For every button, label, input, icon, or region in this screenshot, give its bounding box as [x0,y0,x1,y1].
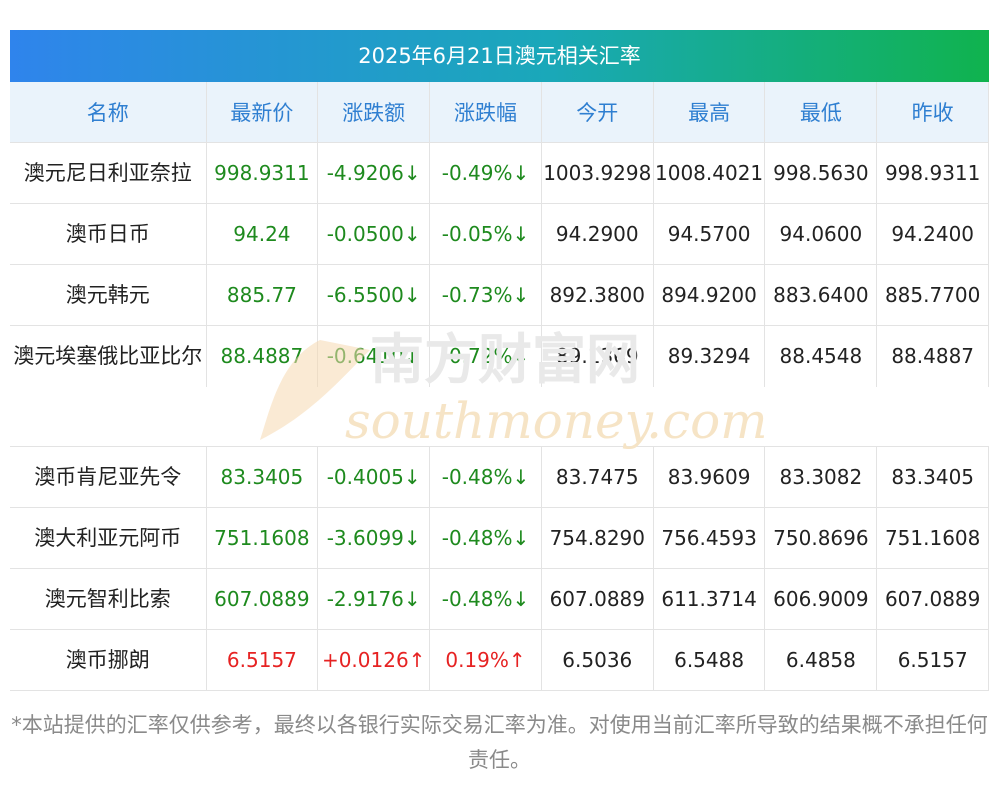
col-header-latest: 最新价 [206,82,319,143]
currency-pair-name: 澳币日币 [10,203,207,265]
latest-price: 83.3405 [206,446,319,508]
price-change-pct: -0.48%↓ [429,568,542,630]
high-price: 94.5700 [653,203,766,265]
table-row: 澳元韩元 885.77 -6.5500↓ -0.73%↓ 892.3800 89… [10,264,990,326]
table-row: 澳大利亚元阿币 751.1608 -3.6099↓ -0.48%↓ 754.82… [10,507,990,569]
price-change-pct: 0.19%↑ [429,629,542,691]
rate-table-panel: 2025年6月21日澳元相关汇率 名称 最新价 涨跌额 涨跌幅 今开 最高 最低… [10,30,990,691]
blank-cell-area [206,387,989,446]
high-price: 1008.4021 [653,142,766,204]
currency-pair-name: 澳元尼日利亚奈拉 [10,142,207,204]
table-row: 澳元智利比索 607.0889 -2.9176↓ -0.48%↓ 607.088… [10,568,990,630]
prev-close: 885.7700 [876,264,990,326]
col-header-high: 最高 [653,82,766,143]
table-row: 澳币肯尼亚先令 83.3405 -0.4005↓ -0.48%↓ 83.7475… [10,446,990,508]
disclaimer-text: *本站提供的汇率仅供参考，最终以各银行实际交易汇率为准。对使用当前汇率所导致的结… [11,713,988,772]
table-header-row: 名称 最新价 涨跌额 涨跌幅 今开 最高 最低 昨收 [10,82,990,143]
col-header-low: 最低 [764,82,878,143]
prev-close: 607.0889 [876,568,990,630]
open-price: 607.0889 [541,568,654,630]
col-header-change-pct: 涨跌幅 [429,82,542,143]
open-price: 6.5036 [541,629,654,691]
high-price: 894.9200 [653,264,766,326]
price-change: +0.0126↑ [317,629,431,691]
high-price: 756.4593 [653,507,766,569]
col-header-name: 名称 [10,82,207,143]
prev-close: 751.1608 [876,507,990,569]
low-price: 750.8696 [764,507,878,569]
latest-price: 607.0889 [206,568,319,630]
currency-pair-name: 澳元智利比索 [10,568,207,630]
low-price: 6.4858 [764,629,878,691]
currency-pair-name: 澳币肯尼亚先令 [10,446,207,508]
price-change-pct: -0.05%↓ [429,203,542,265]
low-price: 83.3082 [764,446,878,508]
currency-pair-name: 澳大利亚元阿币 [10,507,207,569]
low-price: 94.0600 [764,203,878,265]
prev-close: 94.2400 [876,203,990,265]
currency-pair-name: 澳元韩元 [10,264,207,326]
latest-price: 998.9311 [206,142,319,204]
price-change: -0.4005↓ [317,446,431,508]
low-price: 606.9009 [764,568,878,630]
col-header-prev-close: 昨收 [876,82,990,143]
latest-price: 6.5157 [206,629,319,691]
price-change: -2.9176↓ [317,568,431,630]
price-change: -4.9206↓ [317,142,431,204]
latest-price: 885.77 [206,264,319,326]
price-change: -6.5500↓ [317,264,431,326]
price-change-pct: -0.73%↓ [429,264,542,326]
prev-close: 6.5157 [876,629,990,691]
table-row: 澳币日币 94.24 -0.0500↓ -0.05%↓ 94.2900 94.5… [10,203,990,265]
open-price: 83.7475 [541,446,654,508]
high-price: 6.5488 [653,629,766,691]
open-price: 1003.9298 [541,142,654,204]
low-price: 998.5630 [764,142,878,204]
table-row: 澳元尼日利亚奈拉 998.9311 -4.9206↓ -0.49%↓ 1003.… [10,142,990,204]
low-price: 883.6400 [764,264,878,326]
price-change-pct: -0.48%↓ [429,507,542,569]
open-price: 892.3800 [541,264,654,326]
prev-close: 83.3405 [876,446,990,508]
high-price: 611.3714 [653,568,766,630]
high-price: 83.9609 [653,446,766,508]
table-title: 2025年6月21日澳元相关汇率 [10,30,989,82]
col-header-change: 涨跌额 [317,82,431,143]
price-change-pct: -0.49%↓ [429,142,542,204]
price-change: -3.6099↓ [317,507,431,569]
latest-price: 751.1608 [206,507,319,569]
currency-pair-name: 澳元埃塞俄比亚比尔 [10,325,207,447]
price-change: -0.0500↓ [317,203,431,265]
open-price: 754.8290 [541,507,654,569]
col-header-open: 今开 [541,82,654,143]
table-row: 澳币挪朗 6.5157 +0.0126↑ 0.19%↑ 6.5036 6.548… [10,629,990,691]
prev-close: 998.9311 [876,142,990,204]
open-price: 94.2900 [541,203,654,265]
price-change-pct: -0.48%↓ [429,446,542,508]
currency-pair-name: 澳币挪朗 [10,629,207,691]
latest-price: 94.24 [206,203,319,265]
